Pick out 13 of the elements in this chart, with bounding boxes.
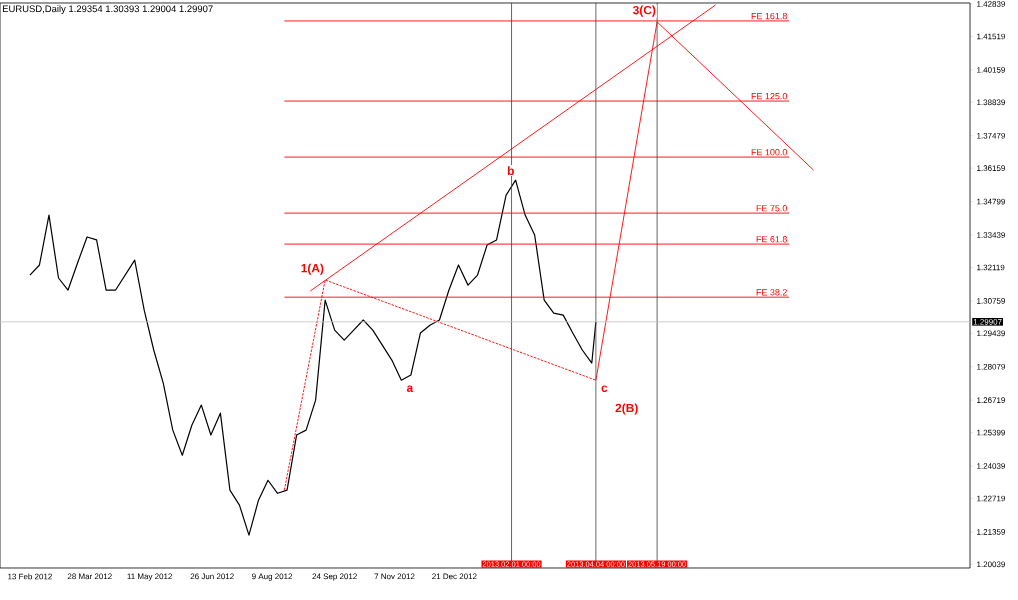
- annotation: 2(B): [615, 403, 638, 415]
- series-label: FE 125.0: [751, 93, 788, 100]
- series-label: FE 38.2: [756, 289, 787, 296]
- series-label: FE 75.0: [756, 205, 788, 212]
- series-label: FE 61.8: [756, 236, 787, 243]
- annotation: a: [406, 385, 414, 392]
- annotation: 1(A): [301, 263, 324, 275]
- chart-title: EURUSD,Daily 1.29354 1.30393 1.29004 1.29907: [2, 5, 213, 15]
- series-label: FE 161.8: [751, 12, 787, 20]
- annotation: 3(C): [632, 5, 656, 17]
- series-label: FE 100.0: [751, 149, 788, 156]
- annotation: b: [507, 166, 514, 175]
- annotation: c: [601, 385, 608, 392]
